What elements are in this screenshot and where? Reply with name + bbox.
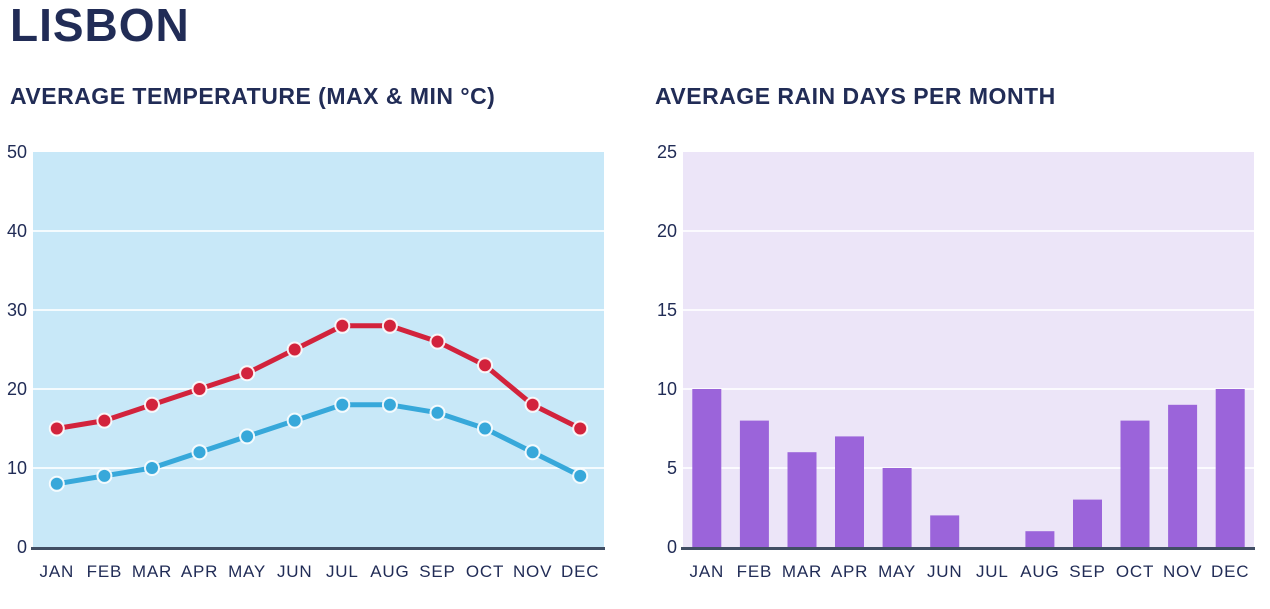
x-tick-label: APR	[181, 562, 218, 581]
max-point	[239, 365, 256, 382]
bar	[882, 468, 912, 547]
x-tick-label: JUN	[927, 562, 962, 581]
rain-chart-title: AVERAGE RAIN DAYS PER MONTH	[655, 83, 1056, 109]
y-tick-label: 10	[657, 379, 677, 399]
y-tick-label: 50	[7, 142, 27, 162]
min-point	[334, 396, 351, 413]
plot-area	[33, 152, 604, 547]
y-tick-label: 20	[657, 221, 677, 241]
max-point	[524, 396, 541, 413]
max-point	[429, 333, 446, 350]
max-point	[144, 396, 160, 413]
bar	[692, 389, 722, 547]
y-tick-label: 10	[7, 458, 27, 478]
temperature-line-chart: 0 10 20 30 40 50 JAN FEB MAR APR MAY JUN JUL AUG SEP OC…	[7, 142, 605, 581]
min-point	[239, 428, 256, 445]
x-tick-label: JUL	[976, 562, 1009, 581]
x-tick-label: OCT	[466, 562, 504, 581]
x-tick-label: AUG	[370, 562, 409, 581]
max-point	[381, 317, 398, 334]
x-tick-label: APR	[831, 562, 868, 581]
bar	[930, 515, 960, 547]
x-tick-label: FEB	[87, 562, 122, 581]
max-point	[48, 420, 65, 437]
y-tick-label: 30	[7, 300, 27, 320]
min-point	[144, 460, 160, 476]
x-tick-label: MAR	[782, 562, 822, 581]
min-point	[524, 444, 541, 461]
temperature-chart-title: AVERAGE TEMPERATURE (MAX & MIN °C)	[10, 83, 496, 109]
min-point	[572, 467, 589, 484]
x-tick-label: JUL	[326, 562, 359, 581]
x-tick-label: SEP	[419, 562, 455, 581]
min-point	[286, 412, 303, 429]
bar	[1215, 389, 1245, 547]
x-tick-label: MAY	[878, 562, 916, 581]
min-point	[191, 444, 208, 461]
x-tick-label: NOV	[513, 562, 552, 581]
y-tick-label: 0	[667, 537, 677, 557]
min-point	[381, 396, 398, 413]
bar	[739, 420, 769, 547]
max-point	[477, 357, 493, 374]
min-point	[96, 467, 113, 484]
x-tick-label: JAN	[40, 562, 75, 581]
x-tick-label: JUN	[277, 562, 312, 581]
max-line	[54, 323, 583, 431]
min-point	[477, 420, 493, 437]
min-point	[48, 475, 65, 492]
y-tick-label: 5	[667, 458, 677, 478]
x-tick-label: OCT	[1116, 562, 1154, 581]
max-point	[96, 412, 113, 429]
bar	[1025, 531, 1055, 547]
y-tick-label: 40	[7, 221, 27, 241]
y-tick-label: 15	[657, 300, 677, 320]
min-line	[54, 402, 583, 487]
max-point	[191, 381, 208, 397]
x-tick-label: SEP	[1069, 562, 1105, 581]
bar	[1168, 404, 1198, 547]
bar	[1073, 499, 1102, 547]
max-point	[286, 341, 303, 358]
y-tick-label: 25	[657, 142, 677, 162]
bar	[835, 436, 864, 547]
x-tick-label: DEC	[1211, 562, 1249, 581]
x-tick-label: MAR	[132, 562, 172, 581]
x-tick-label: DEC	[561, 562, 599, 581]
page-title: LISBON	[10, 0, 190, 51]
x-tick-label: MAY	[228, 562, 266, 581]
plot-area	[683, 152, 1254, 547]
min-point	[429, 404, 446, 421]
x-tick-label: JAN	[690, 562, 725, 581]
rain-days-bar-chart: 0 5 10 15 20 25 JAN FEB MAR APR MAY JUN JUL AUG SEP OCT…	[657, 142, 1255, 581]
max-point	[572, 420, 589, 437]
bar	[787, 452, 817, 547]
x-tick-label: FEB	[737, 562, 772, 581]
x-tick-label: AUG	[1020, 562, 1059, 581]
max-point	[334, 317, 351, 334]
y-tick-label: 20	[7, 379, 27, 399]
y-tick-label: 0	[17, 537, 27, 557]
x-tick-label: NOV	[1163, 562, 1202, 581]
bar	[1120, 420, 1150, 547]
